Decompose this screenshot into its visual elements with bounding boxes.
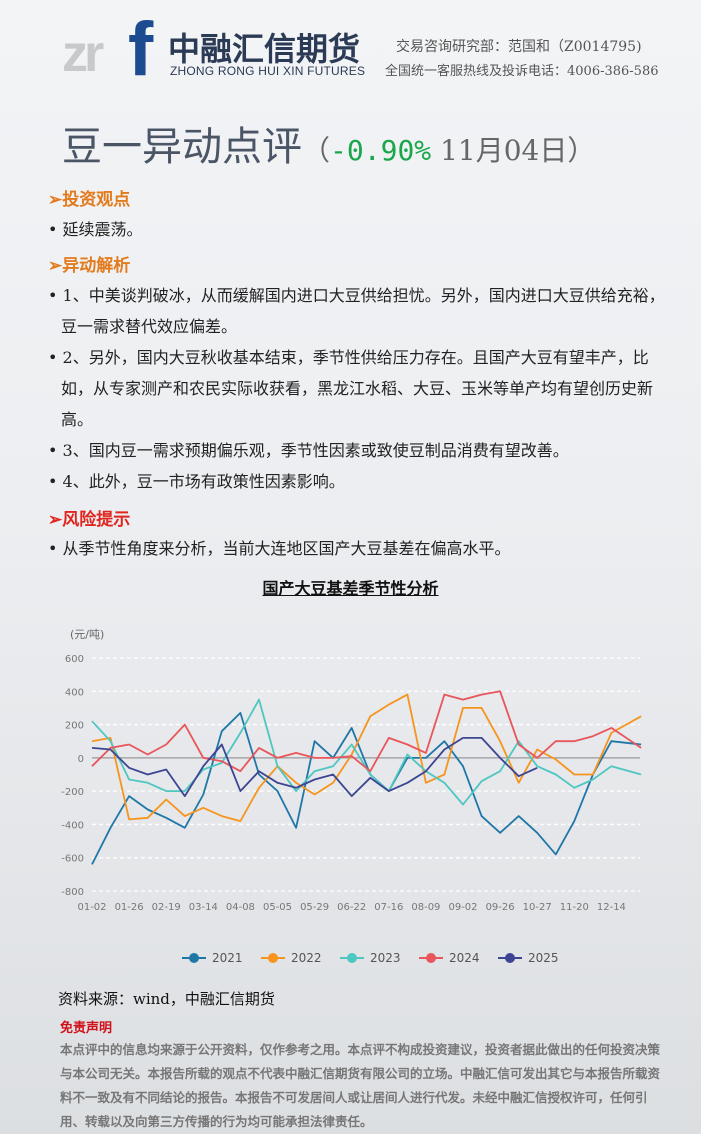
report-date: 11月04日: [431, 134, 568, 167]
legend-label-2024: 2024: [449, 951, 480, 965]
disclaimer-heading: 免责声明: [60, 1021, 113, 1036]
x-tick-label: 06-22: [337, 902, 366, 913]
y-axis-unit: (元/吨): [70, 628, 104, 641]
x-tick-label: 01-02: [77, 902, 106, 913]
series-line-2025: [91, 737, 538, 798]
x-tick-label: 03-14: [189, 902, 218, 913]
series-line-2022: [91, 693, 642, 823]
legend-marker-2022: [268, 953, 278, 963]
section-body-view: • 延续震荡。: [48, 220, 143, 239]
legend-marker-2024: [426, 953, 436, 963]
y-tick-label: -200: [61, 787, 84, 798]
chart-title: 国产大豆基差季节性分析: [262, 579, 439, 598]
x-tick-label: 05-29: [300, 902, 329, 913]
page-title: 豆一异动点评（-0.90% 11月04日）: [62, 124, 596, 170]
company-name-cn: 中融汇信期货: [168, 30, 361, 68]
data-source: 资料来源：wind，中融汇信期货: [58, 990, 275, 1008]
y-tick-label: -400: [61, 820, 84, 831]
legend-marker-2025: [505, 953, 515, 963]
series-line-2023: [91, 698, 642, 806]
x-tick-label: 11-20: [560, 902, 589, 913]
logo-mark-f: f: [128, 7, 154, 92]
company-name-en: ZHONG RONG HUI XIN FUTURES: [170, 64, 366, 78]
section-heading-view: ➢投资观点: [48, 190, 131, 210]
x-tick-label: 04-08: [226, 902, 255, 913]
legend-label-2022: 2022: [291, 951, 322, 965]
section-heading-analysis: ➢异动解析: [48, 256, 131, 276]
section-body-risk: • 从季节性角度来分析，当前大连地区国产大豆基差在偏高水平。: [48, 539, 511, 558]
x-tick-label: 09-26: [486, 902, 515, 913]
legend-label-2021: 2021: [212, 951, 243, 965]
x-tick-label: 01-26: [115, 902, 144, 913]
x-tick-label: 08-09: [411, 902, 440, 913]
series-line-2024: [91, 690, 642, 773]
x-tick-label: 09-02: [448, 902, 477, 913]
basis-seasonal-chart: (元/吨) 600 400 200 0 -200 -400 -600 -800 01-02 01-2…: [61, 628, 642, 965]
disclaimer-text: 本点评中的信息均来源于公开资料，仅作参考之用。本点评不构成投资建议，投资者据此做…: [60, 1042, 661, 1129]
x-tick-label: 07-16: [374, 902, 403, 913]
x-tick-label: 02-19: [152, 902, 181, 913]
y-tick-label: 200: [65, 721, 84, 732]
x-tick-label: 12-14: [597, 902, 626, 913]
y-tick-label: 600: [65, 654, 84, 665]
x-tick-label: 10-27: [523, 902, 552, 913]
section-body-analysis: • 1、中美谈判破冰，从而缓解国内进口大豆供给担忧。另外，国内进口大豆供给充裕，…: [48, 286, 665, 491]
y-tick-label: 400: [65, 687, 84, 698]
hotline-info: 全国统一客服热线及投诉电话：4006-386-586: [385, 64, 659, 79]
legend-label-2023: 2023: [370, 951, 401, 965]
y-tick-label: -800: [61, 887, 84, 898]
y-tick-label: 0: [78, 754, 84, 765]
legend-label-2025: 2025: [528, 951, 559, 965]
x-tick-label: 05-05: [263, 902, 292, 913]
analyst-info: 交易咨询研究部：范国和（Z0014795): [396, 39, 642, 55]
legend-marker-2021: [189, 953, 199, 963]
series-line-2021: [91, 712, 642, 865]
legend-marker-2023: [347, 953, 357, 963]
y-tick-label: -600: [61, 854, 84, 865]
price-change: -0.90%: [330, 134, 432, 167]
logo-mark-zr: zr: [62, 25, 104, 83]
section-heading-risk: ➢风险提示: [48, 510, 131, 530]
